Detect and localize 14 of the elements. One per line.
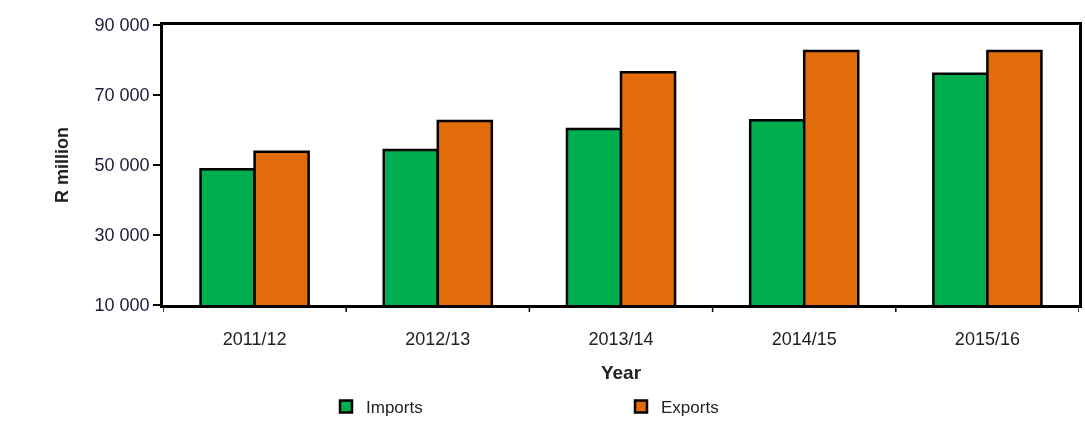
x-tick-label: 2015/16 xyxy=(954,329,1020,350)
y-tick-label: 10 000 xyxy=(94,295,150,316)
y-tick-label: 50 000 xyxy=(94,155,150,176)
y-tick-label: 30 000 xyxy=(94,225,150,246)
x-tick-label: 2011/12 xyxy=(222,329,287,350)
y-tick-label: 90 000 xyxy=(94,15,150,36)
x-tick-label: 2013/14 xyxy=(588,329,654,350)
x-axis-title: Year xyxy=(600,362,642,384)
y-tick-label: 70 000 xyxy=(94,85,150,106)
y-axis-title: R million xyxy=(51,127,72,203)
x-tick-label: 2012/13 xyxy=(405,329,471,350)
legend-label: Exports xyxy=(661,398,719,418)
legend-label: Imports xyxy=(366,398,423,418)
x-tick-label: 2014/15 xyxy=(771,329,837,350)
